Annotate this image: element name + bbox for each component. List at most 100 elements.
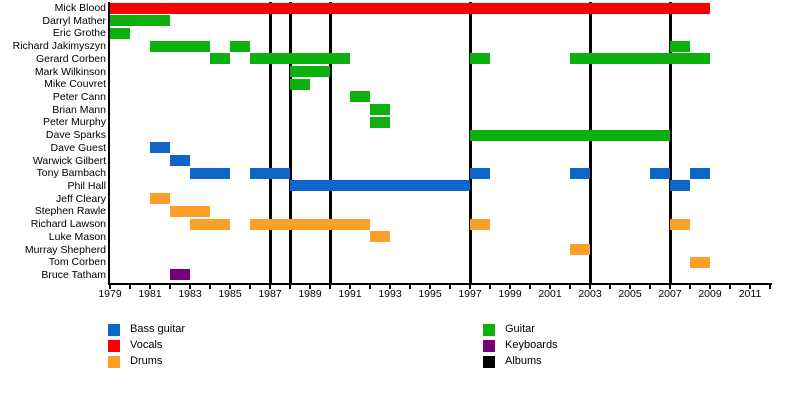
timeline-bar <box>670 218 690 230</box>
axis-tick <box>629 285 631 289</box>
legend-label: Guitar <box>505 323 535 335</box>
legend-swatch-albums <box>483 356 495 368</box>
year-tick-label: 2011 <box>738 288 762 300</box>
member-label: Mark Wilkinson <box>34 65 106 78</box>
member-label: Gerard Corben <box>35 52 106 65</box>
timeline-bar <box>110 15 170 27</box>
axis-tick <box>229 285 231 289</box>
member-label: Richard Lawson <box>30 218 106 231</box>
legend-swatch-keyboards <box>483 340 495 352</box>
member-label: Peter Cann <box>52 90 106 103</box>
legend-swatch-guitar <box>483 324 495 336</box>
axis-tick <box>289 285 291 289</box>
axis-tick <box>729 285 731 289</box>
album-line <box>668 2 672 283</box>
legend-swatch-vocals <box>108 340 120 352</box>
member-label: Dave Guest <box>50 141 106 154</box>
timeline-bar <box>470 53 490 65</box>
axis-tick <box>169 285 171 289</box>
year-tick-label: 2005 <box>618 288 642 300</box>
member-label: Eric Grothe <box>52 27 106 40</box>
axis-tick <box>149 285 151 289</box>
member-label: Bruce Tatham <box>41 268 106 281</box>
timeline-bar <box>190 218 230 230</box>
axis-tick <box>569 285 571 289</box>
timeline-bar <box>290 78 310 90</box>
timeline-bar <box>150 40 210 52</box>
axis-tick <box>469 285 471 289</box>
member-label: Tom Corben <box>48 256 106 269</box>
axis-tick <box>329 285 331 289</box>
year-tick-label: 1981 <box>138 288 162 300</box>
timeline-bar <box>570 244 590 256</box>
timeline-bar <box>170 155 190 167</box>
year-tick-label: 1993 <box>378 288 402 300</box>
year-tick-label: 1997 <box>458 288 482 300</box>
axis-tick <box>529 285 531 289</box>
year-tick-label: 1995 <box>418 288 442 300</box>
axis-tick <box>109 285 111 289</box>
axis-tick <box>669 285 671 289</box>
year-tick-label: 1983 <box>178 288 202 300</box>
timeline-bar <box>290 66 330 78</box>
member-label: Warwick Gilbert <box>32 154 106 167</box>
axis-tick <box>609 285 611 289</box>
timeline-bar <box>370 231 390 243</box>
timeline-bar <box>690 256 710 268</box>
timeline-bar <box>690 167 710 179</box>
axis-tick <box>429 285 431 289</box>
member-label: Dave Sparks <box>45 129 106 142</box>
year-tick-label: 1999 <box>498 288 522 300</box>
axis-tick <box>349 285 351 289</box>
timeline-bar <box>290 180 470 192</box>
year-tick-label: 1991 <box>338 288 362 300</box>
year-tick-label: 1985 <box>218 288 242 300</box>
axis-tick <box>369 285 371 289</box>
legend-label: Bass guitar <box>130 323 186 335</box>
timeline-bar <box>210 53 230 65</box>
timeline-bar <box>470 167 490 179</box>
album-line <box>268 2 272 283</box>
member-label: Peter Murphy <box>42 116 106 129</box>
legend-swatch-drums <box>108 356 120 368</box>
album-line <box>588 2 592 283</box>
album-line <box>288 2 292 283</box>
timeline-bar <box>110 27 130 39</box>
axis-tick <box>389 285 391 289</box>
axis-tick <box>709 285 711 289</box>
axis-tick <box>209 285 211 289</box>
timeline-bar <box>570 53 710 65</box>
axis-tick <box>689 285 691 289</box>
year-tick-label: 1989 <box>298 288 322 300</box>
axis-tick <box>269 285 271 289</box>
member-label: Phil Hall <box>67 179 106 192</box>
timeline-bar <box>150 193 170 205</box>
album-line <box>468 2 472 283</box>
legend-label: Drums <box>130 355 163 367</box>
year-tick-label: 1987 <box>258 288 282 300</box>
timeline-bar <box>150 142 170 154</box>
legend-swatch-bass-guitar <box>108 324 120 336</box>
timeline-bar <box>370 116 390 128</box>
axis-tick <box>589 285 591 289</box>
member-label: Darryl Mather <box>42 14 106 27</box>
legend-label: Keyboards <box>505 339 558 351</box>
year-tick-label: 1979 <box>98 288 122 300</box>
timeline-bar <box>670 180 690 192</box>
axis-tick <box>749 285 751 289</box>
member-label: Jeff Cleary <box>56 192 106 205</box>
axis-tick <box>509 285 511 289</box>
timeline-bar <box>110 2 710 14</box>
timeline-bar <box>670 40 690 52</box>
axis-tick <box>449 285 451 289</box>
timeline-bar <box>190 167 230 179</box>
legend-label: Albums <box>505 355 542 367</box>
timeline-bar <box>250 167 290 179</box>
timeline-bar <box>470 129 670 141</box>
axis-tick <box>549 285 551 289</box>
member-label: Brian Mann <box>52 103 106 116</box>
axis-tick <box>769 285 771 289</box>
timeline-bar <box>250 53 350 65</box>
timeline-bar <box>370 104 390 116</box>
